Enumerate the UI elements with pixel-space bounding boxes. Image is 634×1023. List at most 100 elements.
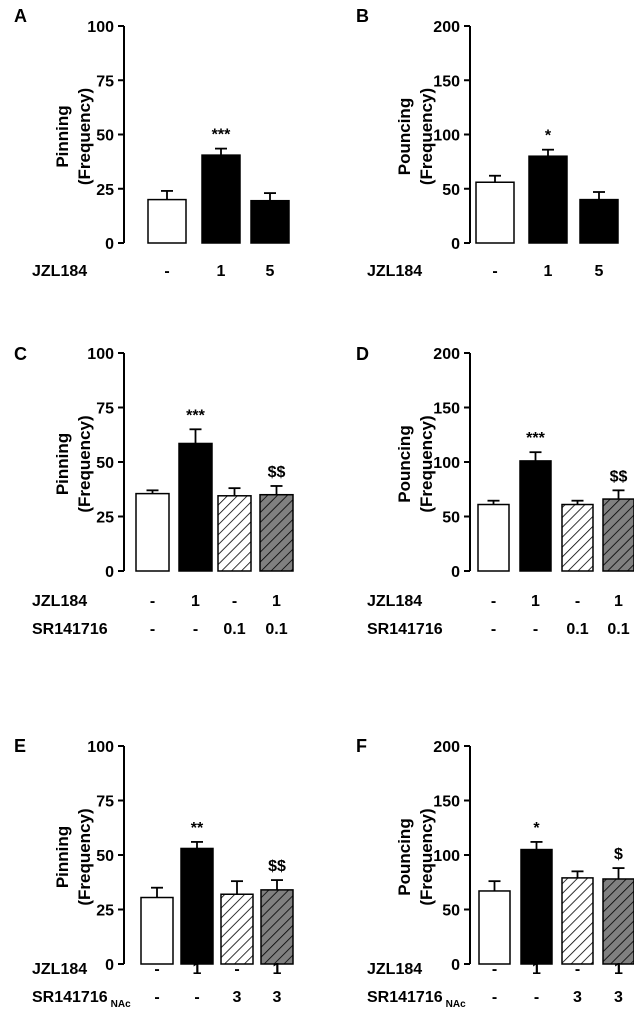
- y-axis-label-unit: (Frequency): [417, 808, 436, 905]
- condition-value: -: [533, 621, 538, 638]
- y-axis-label-unit: (Frequency): [75, 808, 94, 905]
- bar: [520, 848, 553, 965]
- panel-b: B 0 50 100 150 200 Pouncing (Frequency) * JZL184 -…: [356, 6, 619, 280]
- condition-value: -: [491, 621, 496, 638]
- condition-label: JZL184: [32, 593, 87, 610]
- panel-letter: C: [14, 344, 27, 364]
- y-axis-label-unit: (Frequency): [75, 88, 94, 185]
- condition-subscript: NAc: [111, 999, 131, 1010]
- condition-value: -: [164, 263, 169, 280]
- condition-value: -: [492, 961, 497, 978]
- condition-label: JZL184: [32, 263, 87, 280]
- bar: [147, 198, 187, 244]
- bar: [528, 155, 568, 244]
- condition-label: SR141716: [367, 621, 443, 638]
- y-tick-label: 0: [105, 564, 114, 581]
- panel-letter: E: [14, 736, 26, 756]
- y-tick-label: 100: [87, 739, 114, 756]
- bar: [250, 199, 290, 244]
- y-tick-label: 150: [433, 401, 460, 418]
- y-axis-label: Pinning: [53, 105, 72, 167]
- y-tick-label: 25: [96, 510, 114, 527]
- bar: [519, 460, 552, 572]
- y-tick-label: 75: [96, 401, 114, 418]
- condition-value: 3: [273, 989, 282, 1006]
- y-tick-label: 0: [451, 957, 460, 974]
- y-tick-label: 100: [87, 19, 114, 36]
- y-tick-label: 100: [433, 128, 460, 145]
- bar: [579, 198, 619, 244]
- condition-value: -: [150, 621, 155, 638]
- condition-value: 1: [532, 961, 541, 978]
- panel-d: D 0 50 100 150 200 Pouncing (Frequency) *** $$ JZL…: [356, 344, 634, 638]
- panel-c: C 0 25 50 75 100 Pinning (Frequency) *** $$ JZL184…: [14, 344, 294, 638]
- y-tick-label: 0: [451, 564, 460, 581]
- bar: [478, 890, 511, 965]
- condition-value: 1: [191, 593, 200, 610]
- condition-value: -: [150, 593, 155, 610]
- y-axis-label-unit: (Frequency): [417, 88, 436, 185]
- condition-value: 1: [614, 593, 623, 610]
- significance-marker: $$: [610, 468, 628, 485]
- y-axis-label-unit: (Frequency): [417, 415, 436, 512]
- panel-letter: D: [356, 344, 369, 364]
- condition-value: -: [194, 989, 199, 1006]
- condition-value: 1: [217, 263, 226, 280]
- panel-letter: F: [356, 736, 367, 756]
- y-tick-label: 200: [433, 346, 460, 363]
- y-tick-label: 100: [433, 848, 460, 865]
- bar: [220, 893, 254, 965]
- condition-value: 0.1: [607, 621, 629, 638]
- condition-value: -: [575, 593, 580, 610]
- condition-label: JZL184: [367, 961, 422, 978]
- bar: [602, 498, 634, 572]
- condition-value: -: [575, 961, 580, 978]
- significance-marker: ***: [212, 127, 231, 144]
- condition-value: 0.1: [223, 621, 245, 638]
- bar: [477, 503, 510, 572]
- y-axis-label: Pinning: [53, 433, 72, 495]
- condition-value: 1: [273, 961, 282, 978]
- panel-letter: A: [14, 6, 27, 26]
- condition-value: 1: [531, 593, 540, 610]
- significance-marker: $$: [268, 464, 286, 481]
- y-tick-label: 150: [433, 794, 460, 811]
- panel-e: E 0 25 50 75 100 Pinning (Frequency) ** $$ JZL184 -…: [14, 736, 294, 1010]
- y-tick-label: 150: [433, 73, 460, 90]
- significance-marker: *: [533, 820, 540, 837]
- y-tick-label: 75: [96, 794, 114, 811]
- panel-f: F 0 50 100 150 200 Pouncing (Frequency) * $ JZL184…: [356, 736, 634, 1010]
- panel-letter: B: [356, 6, 369, 26]
- condition-value: 3: [614, 989, 623, 1006]
- condition-value: -: [154, 989, 159, 1006]
- bar: [178, 442, 213, 572]
- y-tick-label: 0: [105, 957, 114, 974]
- y-tick-label: 50: [442, 182, 460, 199]
- y-tick-label: 200: [433, 739, 460, 756]
- y-tick-label: 50: [96, 128, 114, 145]
- condition-value: 3: [233, 989, 242, 1006]
- condition-value: -: [232, 593, 237, 610]
- bar: [140, 896, 174, 965]
- y-tick-label: 100: [87, 346, 114, 363]
- condition-subscript: NAc: [446, 999, 466, 1010]
- condition-label: JZL184: [367, 263, 422, 280]
- condition-value: -: [154, 961, 159, 978]
- y-tick-label: 200: [433, 19, 460, 36]
- significance-marker: *: [545, 128, 552, 145]
- y-tick-label: 50: [442, 903, 460, 920]
- significance-marker: ***: [186, 407, 205, 424]
- significance-marker: $$: [268, 858, 286, 875]
- y-tick-label: 0: [105, 236, 114, 253]
- condition-value: -: [193, 621, 198, 638]
- condition-value: -: [534, 989, 539, 1006]
- bar: [561, 503, 594, 572]
- bar: [259, 493, 294, 572]
- condition-label: JZL184: [32, 961, 87, 978]
- bar: [180, 847, 214, 965]
- condition-value: 1: [614, 961, 623, 978]
- condition-label: SR141716: [32, 989, 108, 1006]
- condition-label: SR141716: [367, 989, 443, 1006]
- condition-value: -: [492, 263, 497, 280]
